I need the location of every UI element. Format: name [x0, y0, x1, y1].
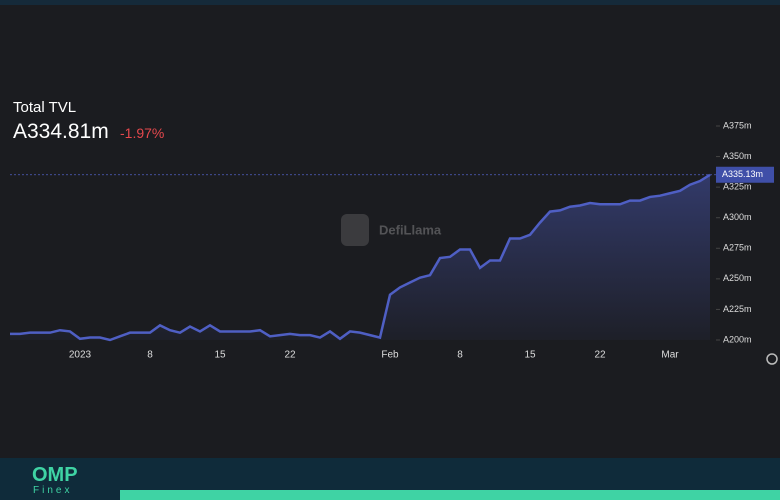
x-tick-label: 8	[147, 350, 153, 361]
x-tick-label: 2023	[69, 350, 92, 361]
watermark: DefiLlama	[341, 214, 442, 246]
y-tick-label: A300m	[723, 212, 752, 222]
y-tick-label: A325m	[723, 182, 752, 192]
current-value-label: A335.13m	[722, 169, 763, 179]
tvl-label: Total TVL	[13, 99, 77, 116]
y-tick-label: A250m	[723, 273, 752, 283]
y-tick-label: A225m	[723, 304, 752, 314]
x-tick-label: 15	[214, 350, 226, 361]
refresh-circle[interactable]	[766, 353, 778, 365]
current-value-box	[716, 166, 774, 183]
brand-sub: Finex	[33, 485, 73, 496]
footer: OMP Finex	[0, 458, 780, 500]
top-strip	[0, 0, 780, 5]
y-tick-label: A200m	[723, 334, 752, 344]
y-tick-label: A375m	[723, 120, 752, 130]
x-tick-label: 15	[524, 350, 536, 361]
brand-name: OMP	[32, 464, 78, 486]
watermark-text: DefiLlama	[379, 222, 442, 237]
y-tick-label: A350m	[723, 151, 752, 161]
area-fill	[10, 174, 710, 340]
x-tick-label: 8	[457, 350, 463, 361]
refresh-icon[interactable]	[766, 353, 778, 365]
y-tick-label: A275m	[723, 243, 752, 253]
tvl-value: A334.81m	[13, 120, 109, 143]
x-tick-label: Mar	[661, 350, 679, 361]
x-tick-label: Feb	[381, 350, 399, 361]
x-tick-label: 22	[594, 350, 606, 361]
watermark-icon	[341, 214, 369, 246]
chart: DefiLlama A200m A225m A250m A275m A300m A325m…	[10, 120, 778, 365]
x-tick-label: 22	[284, 350, 296, 361]
footer-bar	[120, 490, 780, 500]
line	[10, 173, 711, 342]
tvl-change: -1.97%	[120, 125, 165, 141]
